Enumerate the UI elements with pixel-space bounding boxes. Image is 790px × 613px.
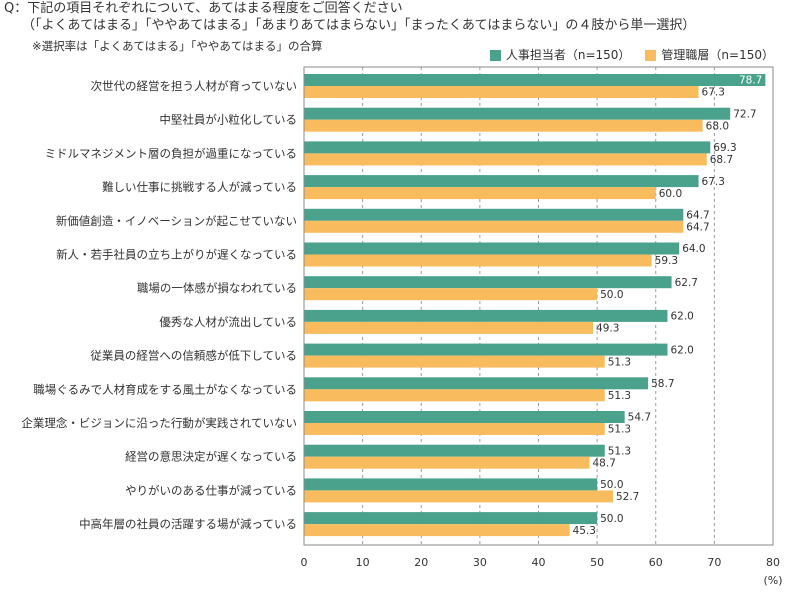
value-label-managers: 60.0 — [659, 188, 682, 200]
bar-hr-staff — [304, 444, 605, 457]
bar-hr-staff — [304, 411, 625, 423]
value-label-managers: 67.3 — [702, 87, 725, 99]
value-label-managers: 45.3 — [573, 525, 596, 537]
x-tick-label: 20 — [414, 556, 428, 569]
bar-hr-staff — [304, 242, 680, 255]
bar-managers — [304, 490, 613, 503]
category-label: 従業員の経営への信頼感が低下している — [90, 349, 297, 363]
x-axis-unit-label: (%) — [763, 574, 782, 587]
value-label-hr-staff: 50.0 — [600, 513, 623, 525]
value-label-managers: 49.3 — [596, 323, 619, 335]
x-tick-label: 40 — [532, 556, 546, 569]
value-label-hr-staff: 64.7 — [686, 209, 709, 221]
category-label: 職場の一体感が損なわれている — [137, 281, 297, 295]
bar-hr-staff — [304, 512, 598, 525]
category-label: 職場ぐるみで人材育成をする風土がなくなっている — [33, 382, 297, 396]
x-tick-label: 80 — [766, 556, 780, 569]
x-tick-label: 70 — [707, 556, 721, 569]
bar-managers — [304, 456, 590, 469]
bar-managers — [304, 187, 656, 200]
legend-swatch-hr-staff — [489, 49, 501, 61]
value-label-managers: 68.7 — [710, 154, 733, 166]
value-label-hr-staff: 51.3 — [608, 445, 631, 457]
value-label-managers: 64.7 — [686, 221, 709, 233]
value-label-managers: 52.7 — [616, 491, 639, 503]
x-tick-label: 0 — [301, 556, 308, 569]
category-label: 優秀な人材が流出している — [159, 315, 297, 329]
legend-swatch-managers — [645, 49, 657, 61]
value-label-managers: 50.0 — [600, 289, 623, 301]
plot-frame — [303, 66, 774, 546]
x-tick-label: 30 — [473, 556, 487, 569]
value-label-hr-staff: 62.7 — [675, 277, 698, 289]
bar-managers — [304, 254, 652, 267]
bar-hr-staff — [304, 175, 699, 188]
value-label-hr-staff: 69.3 — [713, 142, 736, 154]
bar-hr-staff — [304, 309, 668, 322]
category-label: ミドルマネジメント層の負担が過重になっている — [45, 146, 297, 160]
category-label: やりがいのある仕事が減っている — [125, 483, 297, 497]
category-label: 次世代の経営を担う人材が育っていない — [91, 79, 297, 93]
value-label-managers: 48.7 — [593, 457, 616, 469]
value-label-managers: 51.3 — [608, 390, 631, 402]
bar-managers — [304, 389, 605, 402]
legend: 人事担当者（n=150） 管理職層（n=150） — [489, 47, 774, 63]
bar-hr-staff — [304, 377, 649, 390]
x-tick-label: 10 — [356, 556, 370, 569]
bar-hr-staff — [304, 208, 684, 221]
legend-label-managers: 管理職層（n=150） — [661, 48, 774, 62]
category-label: 中堅社員が小粒化している — [159, 113, 297, 127]
bar-hr-staff — [304, 478, 598, 491]
value-label-managers: 51.3 — [608, 356, 631, 368]
category-label: 新人・若手社員の立ち上がりが遅くなっている — [56, 248, 297, 262]
value-label-hr-staff: 58.7 — [651, 378, 674, 390]
x-tick-label: 50 — [590, 556, 604, 569]
value-label-managers: 51.3 — [608, 424, 631, 436]
bar-hr-staff — [304, 141, 711, 154]
bar-hr-staff — [304, 343, 668, 356]
value-label-hr-staff: 54.7 — [628, 412, 651, 424]
bar-managers — [304, 153, 707, 166]
bar-managers — [304, 86, 699, 98]
category-label: 新価値創造・イノベーションが起こせていない — [56, 214, 297, 228]
value-label-hr-staff: 62.0 — [670, 344, 693, 356]
question-text: Q：下記の項目それぞれについて、あてはまる程度をご回答ください — [4, 1, 403, 16]
value-label-managers: 59.3 — [655, 255, 678, 267]
bar-hr-staff — [304, 74, 766, 86]
value-label-hr-staff: 72.7 — [733, 108, 756, 120]
bar-managers — [304, 220, 684, 233]
category-label: 経営の意思決定が遅くなっている — [125, 450, 297, 464]
value-label-hr-staff: 78.7 — [739, 75, 762, 87]
bar-managers — [304, 321, 594, 334]
bar-managers — [304, 288, 598, 301]
bar-managers — [304, 355, 605, 368]
x-tick-label: 60 — [649, 556, 663, 569]
selection-rate-note: ※選択率は「よくあてはまる」「ややあてはまる」の合算 — [32, 39, 323, 53]
bar-managers — [304, 423, 605, 435]
legend-item-managers: 管理職層（n=150） — [645, 47, 774, 63]
value-label-hr-staff: 64.0 — [682, 243, 705, 255]
bar-hr-staff — [304, 276, 672, 289]
legend-item-hr-staff: 人事担当者（n=150） — [489, 47, 631, 63]
category-label: 企業理念・ビジョンに沿った行動が実践されていない — [21, 416, 297, 430]
question-options-text: （「よくあてはまる」「ややあてはまる」「あまりあてはまらない」「まったくあてはま… — [22, 18, 696, 33]
bar-managers — [304, 524, 570, 537]
value-label-hr-staff: 50.0 — [600, 479, 623, 491]
bar-hr-staff — [304, 107, 731, 120]
category-label: 難しい仕事に挑戦する人が減っている — [102, 180, 297, 194]
legend-label-hr-staff: 人事担当者（n=150） — [505, 48, 631, 62]
bar-managers — [304, 119, 703, 132]
value-label-hr-staff: 67.3 — [702, 176, 725, 188]
category-label: 中高年層の社員の活躍する場が減っている — [79, 517, 297, 531]
value-label-hr-staff: 62.0 — [670, 311, 693, 323]
value-label-managers: 68.0 — [706, 120, 729, 132]
